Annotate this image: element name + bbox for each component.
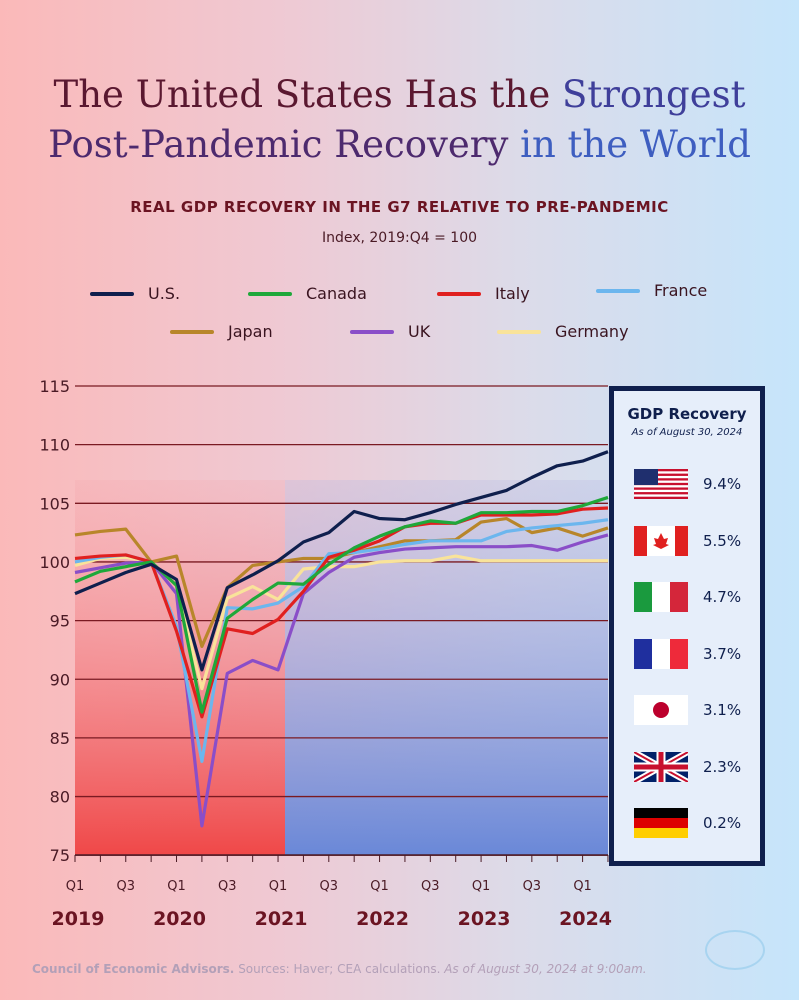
- series-line-uk: [74, 533, 609, 828]
- title-part: in the World: [520, 123, 751, 166]
- legend-label: U.S.: [148, 284, 181, 303]
- year-label: 2021: [255, 908, 308, 930]
- x-tick-label: Q3: [117, 879, 136, 894]
- x-tick-label: Q3: [523, 879, 542, 894]
- chart-title: REAL GDP RECOVERY IN THE G7 RELATIVE TO …: [130, 198, 669, 216]
- legend-item: UK: [350, 322, 430, 341]
- us-flag-icon: [634, 469, 688, 499]
- legend-swatch: [350, 329, 394, 334]
- y-tick-label: 95: [50, 612, 70, 631]
- recovery-value: 3.7%: [703, 644, 742, 663]
- y-tick-label: 110: [39, 436, 70, 455]
- legend-label: France: [654, 281, 708, 300]
- footer-org: Council of Economic Advisors.: [32, 962, 235, 976]
- title-part: The United States Has the: [53, 73, 562, 116]
- legend-item: U.S.: [90, 284, 180, 303]
- title-part: Strongest: [562, 73, 746, 116]
- recovery-row: 4.7%: [634, 582, 741, 612]
- legend-item: Germany: [497, 322, 629, 341]
- gdp-recovery-panel: GDP Recovery As of August 30, 2024 9.4% 5…: [609, 386, 765, 866]
- recovery-row: 0.2%: [634, 808, 741, 838]
- legend-item: Japan: [170, 322, 273, 341]
- legend-item: France: [596, 281, 707, 300]
- legend-label: Germany: [555, 322, 629, 341]
- legend-item: Italy: [437, 284, 530, 303]
- legend-swatch: [437, 291, 481, 296]
- x-tick-label: Q1: [573, 879, 592, 894]
- legend-swatch: [248, 291, 292, 296]
- panel-date: As of August 30, 2024: [631, 427, 743, 438]
- legend-label: UK: [408, 322, 431, 341]
- panel-title: GDP Recovery: [627, 405, 747, 423]
- recovery-row: 3.7%: [634, 638, 742, 669]
- y-tick-label: 75: [50, 846, 70, 865]
- x-tick-label: Q3: [421, 879, 440, 894]
- year-label: 2023: [458, 908, 511, 930]
- year-label: 2019: [52, 908, 105, 930]
- year-label: 2024: [559, 908, 612, 930]
- recovery-row: 9.4%: [634, 469, 741, 499]
- x-tick-label: Q1: [269, 879, 288, 894]
- x-tick-label: Q1: [167, 879, 186, 894]
- canada-flag-icon: [634, 525, 688, 556]
- x-tick-label: Q1: [370, 879, 389, 894]
- footer-date: As of August 30, 2024 at 9:00am.: [444, 962, 647, 976]
- recovery-row: 5.5%: [634, 525, 742, 556]
- recovery-value: 2.3%: [703, 757, 742, 776]
- y-tick-label: 100: [39, 553, 70, 572]
- y-tick-label: 105: [39, 494, 70, 513]
- x-tick-label: Q1: [66, 879, 85, 894]
- series-line-italy: [74, 506, 609, 719]
- y-tick-label: 80: [50, 788, 70, 807]
- x-tick-label: Q3: [218, 879, 237, 894]
- germany-flag-icon: [634, 808, 688, 838]
- legend-swatch: [596, 288, 640, 293]
- year-label: 2020: [153, 908, 206, 930]
- france-flag-icon: [634, 638, 688, 669]
- chart-subtitle: Index, 2019:Q4 = 100: [321, 230, 478, 246]
- legend-label: Italy: [495, 284, 530, 303]
- pandemic-shade: [75, 480, 285, 855]
- year-label: 2022: [356, 908, 409, 930]
- legend-swatch: [497, 329, 541, 334]
- legend-label: Canada: [306, 284, 367, 303]
- recovery-value: 5.5%: [703, 531, 742, 550]
- x-tick-label: Q3: [320, 879, 339, 894]
- recovery-value: 0.2%: [703, 814, 742, 832]
- italy-flag-icon: [634, 582, 688, 612]
- legend-item: Canada: [248, 284, 367, 303]
- legend-swatch: [170, 329, 214, 334]
- footer-sources: Sources: Haver; CEA calculations.: [234, 962, 445, 976]
- legend-label: Japan: [228, 322, 273, 341]
- y-tick-label: 90: [50, 670, 70, 689]
- recovery-value: 3.1%: [703, 701, 742, 719]
- page-title: The United States Has the Strongest Post…: [0, 70, 799, 170]
- x-tick-label: Q1: [472, 879, 491, 894]
- white-house-seal-icon: [705, 930, 765, 970]
- y-tick-label: 85: [50, 729, 70, 748]
- footer: Council of Economic Advisors. Sources: H…: [32, 962, 647, 976]
- uk-flag-icon: [634, 751, 688, 782]
- title-part: Post-Pandemic Recovery: [48, 123, 521, 166]
- recovery-shade: [285, 480, 608, 855]
- series-line-us: [74, 450, 609, 672]
- recovery-row: 2.3%: [634, 751, 742, 782]
- recovery-value: 4.7%: [703, 588, 742, 606]
- y-tick-label: 115: [39, 377, 70, 396]
- recovery-row: 3.1%: [634, 695, 741, 725]
- japan-flag-icon: [634, 695, 688, 725]
- recovery-value: 9.4%: [703, 475, 742, 493]
- legend-swatch: [90, 291, 134, 296]
